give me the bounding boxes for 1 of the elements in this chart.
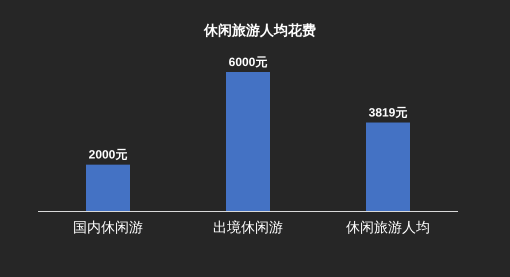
title: 休闲旅游人均花费 <box>204 23 316 39</box>
